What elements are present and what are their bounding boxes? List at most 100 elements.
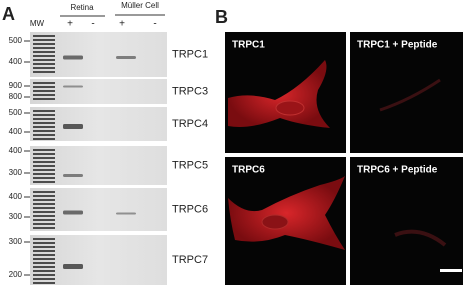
mw-marker: 300 xyxy=(9,212,23,221)
ladder-band xyxy=(33,227,55,229)
ladder-band xyxy=(33,149,55,151)
blot-band xyxy=(63,124,83,129)
ladder-band xyxy=(33,35,55,37)
protein-label: TRPC3 xyxy=(172,85,208,97)
ladder-band xyxy=(33,266,55,268)
ladder-band xyxy=(33,270,55,272)
ladder-band xyxy=(33,153,55,155)
panel-label: A xyxy=(2,4,15,24)
ladder-band xyxy=(33,67,55,69)
ladder-band xyxy=(33,203,55,205)
ladder-band xyxy=(33,134,55,136)
ladder-band xyxy=(33,71,55,73)
ladder-band xyxy=(33,114,55,116)
ladder-band xyxy=(33,138,55,140)
mw-label: MW xyxy=(30,19,45,28)
lane-label: + xyxy=(67,19,73,30)
protein-label: TRPC7 xyxy=(172,254,208,266)
ladder-band xyxy=(33,110,55,112)
ladder-band xyxy=(33,161,55,163)
nucleus xyxy=(275,100,305,116)
ladder-band xyxy=(33,223,55,225)
blot-band xyxy=(63,174,83,177)
mw-marker: 400 xyxy=(9,192,23,201)
blot-band xyxy=(116,56,136,59)
protein-label: TRPC5 xyxy=(172,159,208,171)
mw-marker: 500 xyxy=(9,108,23,117)
ladder-band xyxy=(33,219,55,221)
ladder-band xyxy=(33,199,55,201)
blot-band xyxy=(63,210,83,215)
ladder-band xyxy=(33,59,55,61)
ladder-band xyxy=(33,157,55,159)
ladder-band xyxy=(33,262,55,264)
protein-label: TRPC1 xyxy=(172,48,208,60)
ladder-band xyxy=(33,98,55,100)
lane-label: + xyxy=(119,19,125,30)
blot-band xyxy=(63,264,83,269)
ladder-band xyxy=(33,282,55,284)
ladder-band xyxy=(33,94,55,96)
ladder-band xyxy=(33,86,55,88)
panel-label: B xyxy=(215,7,228,27)
blot-band xyxy=(63,55,83,60)
ladder-band xyxy=(33,215,55,217)
faint-stain xyxy=(379,78,441,112)
mw-marker: 400 xyxy=(9,57,23,66)
ladder-band xyxy=(33,39,55,41)
ladder-band xyxy=(33,47,55,49)
ladder-band xyxy=(33,278,55,280)
ladder-band xyxy=(33,207,55,209)
blot-band xyxy=(116,212,136,215)
image-label: TRPC6 xyxy=(232,165,265,176)
blot-band xyxy=(63,85,83,88)
ladder-band xyxy=(33,63,55,65)
mw-marker: 500 xyxy=(9,36,23,45)
ladder-band xyxy=(33,246,55,248)
ladder-band xyxy=(33,43,55,45)
group-label: Retina xyxy=(70,3,94,12)
protein-label: TRPC4 xyxy=(172,118,208,130)
ladder-band xyxy=(33,250,55,252)
ladder-band xyxy=(33,254,55,256)
ladder-band xyxy=(33,191,55,193)
ladder-band xyxy=(33,195,55,197)
nucleus xyxy=(261,214,289,230)
lane-label: - xyxy=(91,19,94,30)
faint-stain xyxy=(394,229,447,247)
ladder-band xyxy=(33,173,55,175)
ladder-band xyxy=(33,90,55,92)
ladder-band xyxy=(33,238,55,240)
protein-label: TRPC6 xyxy=(172,203,208,215)
ladder-band xyxy=(33,130,55,132)
ladder-band xyxy=(33,122,55,124)
ladder-band xyxy=(33,242,55,244)
image-label: TRPC1 + Peptide xyxy=(357,40,438,51)
micrograph xyxy=(350,157,463,285)
mw-marker: 400 xyxy=(9,127,23,136)
mw-marker: 200 xyxy=(9,270,23,279)
ladder-band xyxy=(33,258,55,260)
ladder-band xyxy=(33,165,55,167)
ladder-band xyxy=(33,274,55,276)
image-label: TRPC6 + Peptide xyxy=(357,165,438,176)
ladder-band xyxy=(33,55,55,57)
scale-bar xyxy=(440,269,462,272)
ladder-band xyxy=(33,211,55,213)
ladder-band xyxy=(33,177,55,179)
micrograph xyxy=(350,32,463,153)
ladder-band xyxy=(33,51,55,53)
mw-marker: 900 xyxy=(9,81,23,90)
image-label: TRPC1 xyxy=(232,40,265,51)
mw-marker: 800 xyxy=(9,92,23,101)
lane-label: - xyxy=(153,19,156,30)
blot-strip xyxy=(30,32,167,77)
group-label: Müller Cell xyxy=(121,1,159,10)
ladder-band xyxy=(33,126,55,128)
mw-marker: 300 xyxy=(9,168,23,177)
ladder-band xyxy=(33,118,55,120)
ladder-band xyxy=(33,82,55,84)
cell-stain xyxy=(228,176,345,250)
mw-marker: 400 xyxy=(9,146,23,155)
